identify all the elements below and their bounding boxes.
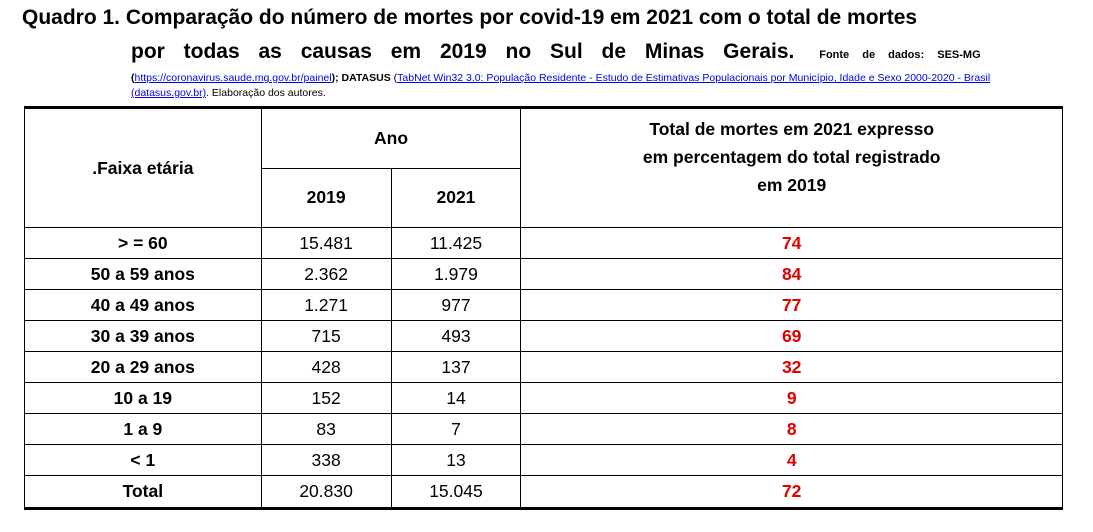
link-datasus-tabnet[interactable]: TabNet Win32 3.0: População Residente - … <box>131 72 991 99</box>
value-2021-cell: 14 <box>390 382 522 414</box>
percentage-cell: 74 <box>520 227 1063 259</box>
percentage-cell: 72 <box>520 475 1063 509</box>
table-row: Total 20.830 15.045 72 <box>24 475 1063 509</box>
value-2021-cell: 977 <box>390 289 522 321</box>
value-2019-cell: 2.362 <box>260 258 392 290</box>
table-row: 10 a 19 152 14 9 <box>24 382 1063 414</box>
age-cell: 1 a 9 <box>24 413 262 445</box>
header-percentage: Total de mortes em 2021 expresso em perc… <box>520 107 1063 228</box>
header-year: Ano <box>260 107 522 169</box>
age-cell: 50 a 59 anos <box>24 258 262 290</box>
age-cell: 20 a 29 anos <box>24 351 262 383</box>
table-row: 20 a 29 anos 428 137 32 <box>24 351 1063 383</box>
age-cell: Total <box>24 475 262 509</box>
table-row: 40 a 49 anos 1.271 977 77 <box>24 289 1063 321</box>
table-row: 50 a 59 anos 2.362 1.979 84 <box>24 258 1063 290</box>
table-row: > = 60 15.481 11.425 74 <box>24 227 1063 259</box>
header-2019: 2019 <box>260 167 392 228</box>
age-cell: 10 a 19 <box>24 382 262 414</box>
table-row: < 1 338 13 4 <box>24 444 1063 476</box>
table-body: > = 60 15.481 11.425 74 50 a 59 anos 2.362 1.9… <box>24 227 1063 509</box>
ref-after-link1: ); <box>331 72 342 84</box>
value-2021-cell: 7 <box>390 413 522 445</box>
value-2019-cell: 1.271 <box>260 289 392 321</box>
age-cell: 30 a 39 anos <box>24 320 262 352</box>
title-line-1: Quadro 1. Comparação do número de mortes… <box>22 6 918 29</box>
percentage-cell: 32 <box>520 351 1063 383</box>
percentage-cell: 4 <box>520 444 1063 476</box>
ref-datasus: DATASUS <box>341 72 391 84</box>
ref-open-paren-2: ( <box>390 72 398 84</box>
value-2021-cell: 11.425 <box>390 227 522 259</box>
value-2019-cell: 152 <box>260 382 392 414</box>
value-2019-cell: 428 <box>260 351 392 383</box>
value-2021-cell: 137 <box>390 351 522 383</box>
header-row-1: .Faixa etária Ano Total de mortes em 202… <box>24 107 1063 228</box>
table-row: 30 a 39 anos 715 493 69 <box>24 320 1063 352</box>
header-age-group: .Faixa etária <box>24 107 262 228</box>
age-cell: 40 a 49 anos <box>24 289 262 321</box>
percentage-cell: 9 <box>520 382 1063 414</box>
value-2019-cell: 83 <box>260 413 392 445</box>
header-row-2: 2019 2021 <box>25 167 1063 228</box>
references: (https://coronavirus.saude.mg.gov.br/pai… <box>131 71 1066 101</box>
header-2021: 2021 <box>390 167 522 228</box>
percentage-cell: 77 <box>520 289 1063 321</box>
value-2019-cell: 715 <box>260 320 392 352</box>
value-2019-cell: 338 <box>260 444 392 476</box>
value-2019-cell: 15.481 <box>260 227 392 259</box>
title-line-2-text: por todas as causas em 2019 no Sul de Mi… <box>131 40 795 63</box>
source-label: Fonte de dados: SES-MG <box>819 49 981 61</box>
value-2021-cell: 13 <box>390 444 522 476</box>
header-percentage-text: Total de mortes em 2021 expresso em perc… <box>642 119 941 195</box>
ref-closing: . Elaboração dos autores. <box>206 87 326 99</box>
link-ses-mg-painel[interactable]: https://coronavirus.saude.mg.gov.br/pain… <box>134 72 332 84</box>
percentage-cell: 8 <box>520 413 1063 445</box>
ref-open-paren: ( <box>131 72 135 84</box>
deaths-comparison-table: .Faixa etária Ano Total de mortes em 202… <box>24 106 1063 510</box>
value-2021-cell: 493 <box>390 320 522 352</box>
age-cell: > = 60 <box>24 227 262 259</box>
percentage-cell: 84 <box>520 258 1063 290</box>
value-2019-cell: 20.830 <box>260 475 392 509</box>
value-2021-cell: 1.979 <box>390 258 522 290</box>
table-row: 1 a 9 83 7 8 <box>24 413 1063 445</box>
percentage-cell: 69 <box>520 320 1063 352</box>
value-2021-cell: 15.045 <box>390 475 522 509</box>
age-cell: < 1 <box>24 444 262 476</box>
title-line-2: por todas as causas em 2019 no Sul de Mi… <box>131 40 1066 64</box>
